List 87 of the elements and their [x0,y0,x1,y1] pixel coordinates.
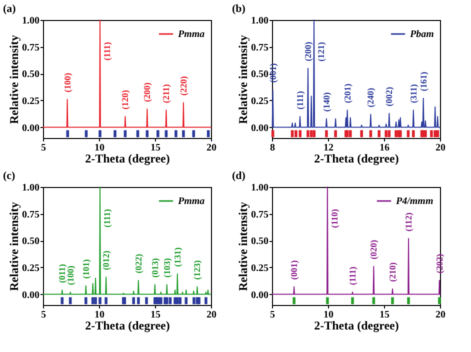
x-axis-title: 2-Theta (degree) [85,318,170,332]
legend-label: P4/mmm [396,196,434,207]
annotation: (001) [289,260,300,280]
x-tick-label: 10 [94,142,104,154]
x-tick-label: 15 [380,310,390,320]
legend-label: Pmma [178,196,205,207]
y-tick-label: 0.25 [251,262,268,274]
y-tick-label: 0.50 [22,236,40,248]
y-axis-title: Relative intensity [7,202,21,291]
x-tick-label: 15 [150,142,160,154]
y-tick-label: 1.00 [251,16,268,26]
annotation: (013) [150,258,160,278]
annotation: (111) [102,209,112,228]
x-tick-label: 20 [206,142,216,154]
annotation: (111) [295,91,305,110]
y-tick-label: 0.75 [22,209,40,220]
annotation: (100) [62,72,72,92]
chart-title: (c) [3,170,16,182]
annotation: (111) [102,42,112,61]
annotation: (131) [172,247,182,267]
y-axis-title: Relative intensity [236,202,250,291]
x-tick-label: 20 [436,142,446,154]
annotation: (112) [404,212,414,232]
annotation: (011) [57,264,68,283]
y-tick-label: 0.25 [22,96,40,107]
y-axis-title: Relative intensity [7,35,21,124]
line-series [42,186,212,295]
annotation: (001) [268,63,278,83]
y-tick-label: 0.25 [22,262,40,274]
annotation: (311) [408,84,418,104]
x-axis-title: 2-Theta (degree) [314,318,399,332]
annotation: (020) [368,240,379,260]
x-tick-label: 16 [380,142,390,154]
x-tick-label: 20 [206,310,216,320]
annotation: (161) [418,72,428,92]
annotation: (002) [384,86,394,106]
annotation: (200) [302,42,313,62]
x-tick-label: 10 [94,310,104,320]
x-tick-label: 20 [436,310,446,320]
annotation: (140) [321,92,332,112]
y-axis-title: Relative intensity [236,35,250,124]
annotation: (211) [161,84,172,104]
line-series [42,20,212,128]
annotation: (200) [142,82,152,102]
annotation: (210) [388,262,398,282]
annotation: (103) [162,258,172,278]
annotation: (240) [366,88,376,108]
chart-title: (d) [232,170,246,182]
y-tick-label: 0.00 [251,290,268,301]
annotation: (110) [329,209,340,228]
y-tick-label: 0.50 [251,69,268,80]
x-tick-label: 10 [324,310,334,320]
y-tick-label: 1.00 [22,182,40,194]
x-tick-label: 5 [41,310,46,320]
y-tick-label: 0.25 [251,96,268,107]
y-tick-label: 0.75 [251,42,268,54]
annotation: (111) [348,266,358,286]
x-tick-label: 5 [270,310,275,320]
x-tick-label: 15 [150,310,160,320]
annotation: (123) [192,260,202,280]
annotation: (201) [342,84,352,104]
legend-label: Pbam [410,29,434,40]
annotation: (202) [434,254,444,274]
y-tick-label: 0.75 [22,42,40,54]
annotation: (220) [178,76,188,96]
y-tick-label: 1.00 [251,182,268,194]
y-tick-label: 0.00 [22,122,40,134]
line-series [272,20,440,128]
annotation: (101) [80,259,91,279]
legend-label: Pmma [178,29,205,40]
annotation: (120) [120,90,130,110]
chart-title: (b) [232,3,246,15]
y-tick-label: 0.00 [22,290,40,301]
y-tick-label: 0.75 [251,209,268,220]
annotation: (121) [316,42,326,62]
x-axis-title: 2-Theta (degree) [314,152,399,166]
y-tick-label: 0.00 [251,122,268,134]
y-tick-label: 1.00 [22,16,40,26]
x-tick-label: 5 [41,142,46,154]
x-tick-label: 12 [324,142,334,154]
x-axis-title: 2-Theta (degree) [85,152,170,166]
x-tick-label: 8 [270,142,275,154]
annotation: (012) [101,250,112,270]
chart-title: (a) [3,3,16,15]
y-tick-label: 0.50 [22,69,40,80]
annotation: (022) [133,254,144,274]
y-tick-label: 0.50 [251,236,268,248]
